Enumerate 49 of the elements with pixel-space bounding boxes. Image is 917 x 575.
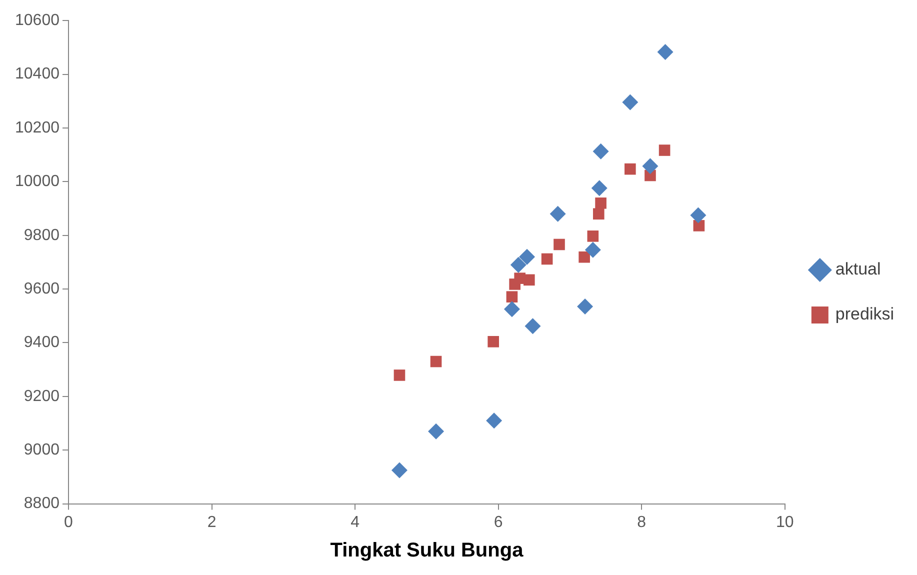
point	[506, 291, 518, 302]
point	[428, 423, 444, 440]
x-tick-label: 6	[494, 514, 503, 531]
point	[550, 206, 566, 222]
point	[584, 242, 601, 258]
point	[595, 197, 606, 209]
point	[624, 163, 636, 175]
point	[592, 143, 609, 160]
y-tick-label: 10400	[14, 66, 60, 83]
point	[591, 180, 608, 196]
point	[488, 336, 499, 348]
point	[577, 298, 594, 314]
legend-label: prediksi	[835, 304, 894, 324]
x-tick-label: 10	[776, 514, 794, 531]
legend-label: aktual	[835, 260, 881, 279]
y-tick-label: 10200	[14, 119, 60, 136]
x-tick-label: 2	[207, 514, 216, 531]
y-tick-label: 9800	[24, 226, 60, 244]
point	[430, 356, 442, 368]
point	[587, 230, 599, 242]
y-tick-label: 9600	[24, 280, 60, 298]
x-axis-title: Tingkat Suku Bunga	[330, 540, 524, 562]
point	[690, 207, 706, 224]
x-tick-label: 8	[637, 514, 646, 531]
point	[519, 248, 536, 265]
point	[391, 462, 408, 478]
y-tick-label: 9000	[24, 442, 60, 459]
point	[578, 251, 590, 263]
y-tick-label: 10000	[14, 173, 60, 190]
point	[622, 94, 638, 110]
y-tick-label: 8800	[24, 495, 60, 512]
point	[541, 253, 553, 265]
x-tick-label: 4	[350, 514, 360, 531]
y-tick-label: 9200	[24, 388, 60, 405]
x-tick-label: 0	[64, 514, 74, 531]
point	[554, 238, 565, 250]
point	[510, 256, 526, 273]
y-tick-label: 10600	[14, 12, 60, 30]
point	[504, 301, 520, 318]
point	[524, 318, 541, 334]
y-tick-label: 9400	[24, 334, 60, 352]
point	[693, 220, 705, 232]
point	[524, 274, 535, 286]
point	[592, 208, 604, 220]
point	[642, 158, 658, 174]
point	[486, 412, 502, 429]
point	[394, 370, 406, 381]
point	[658, 144, 670, 156]
point	[657, 44, 674, 60]
